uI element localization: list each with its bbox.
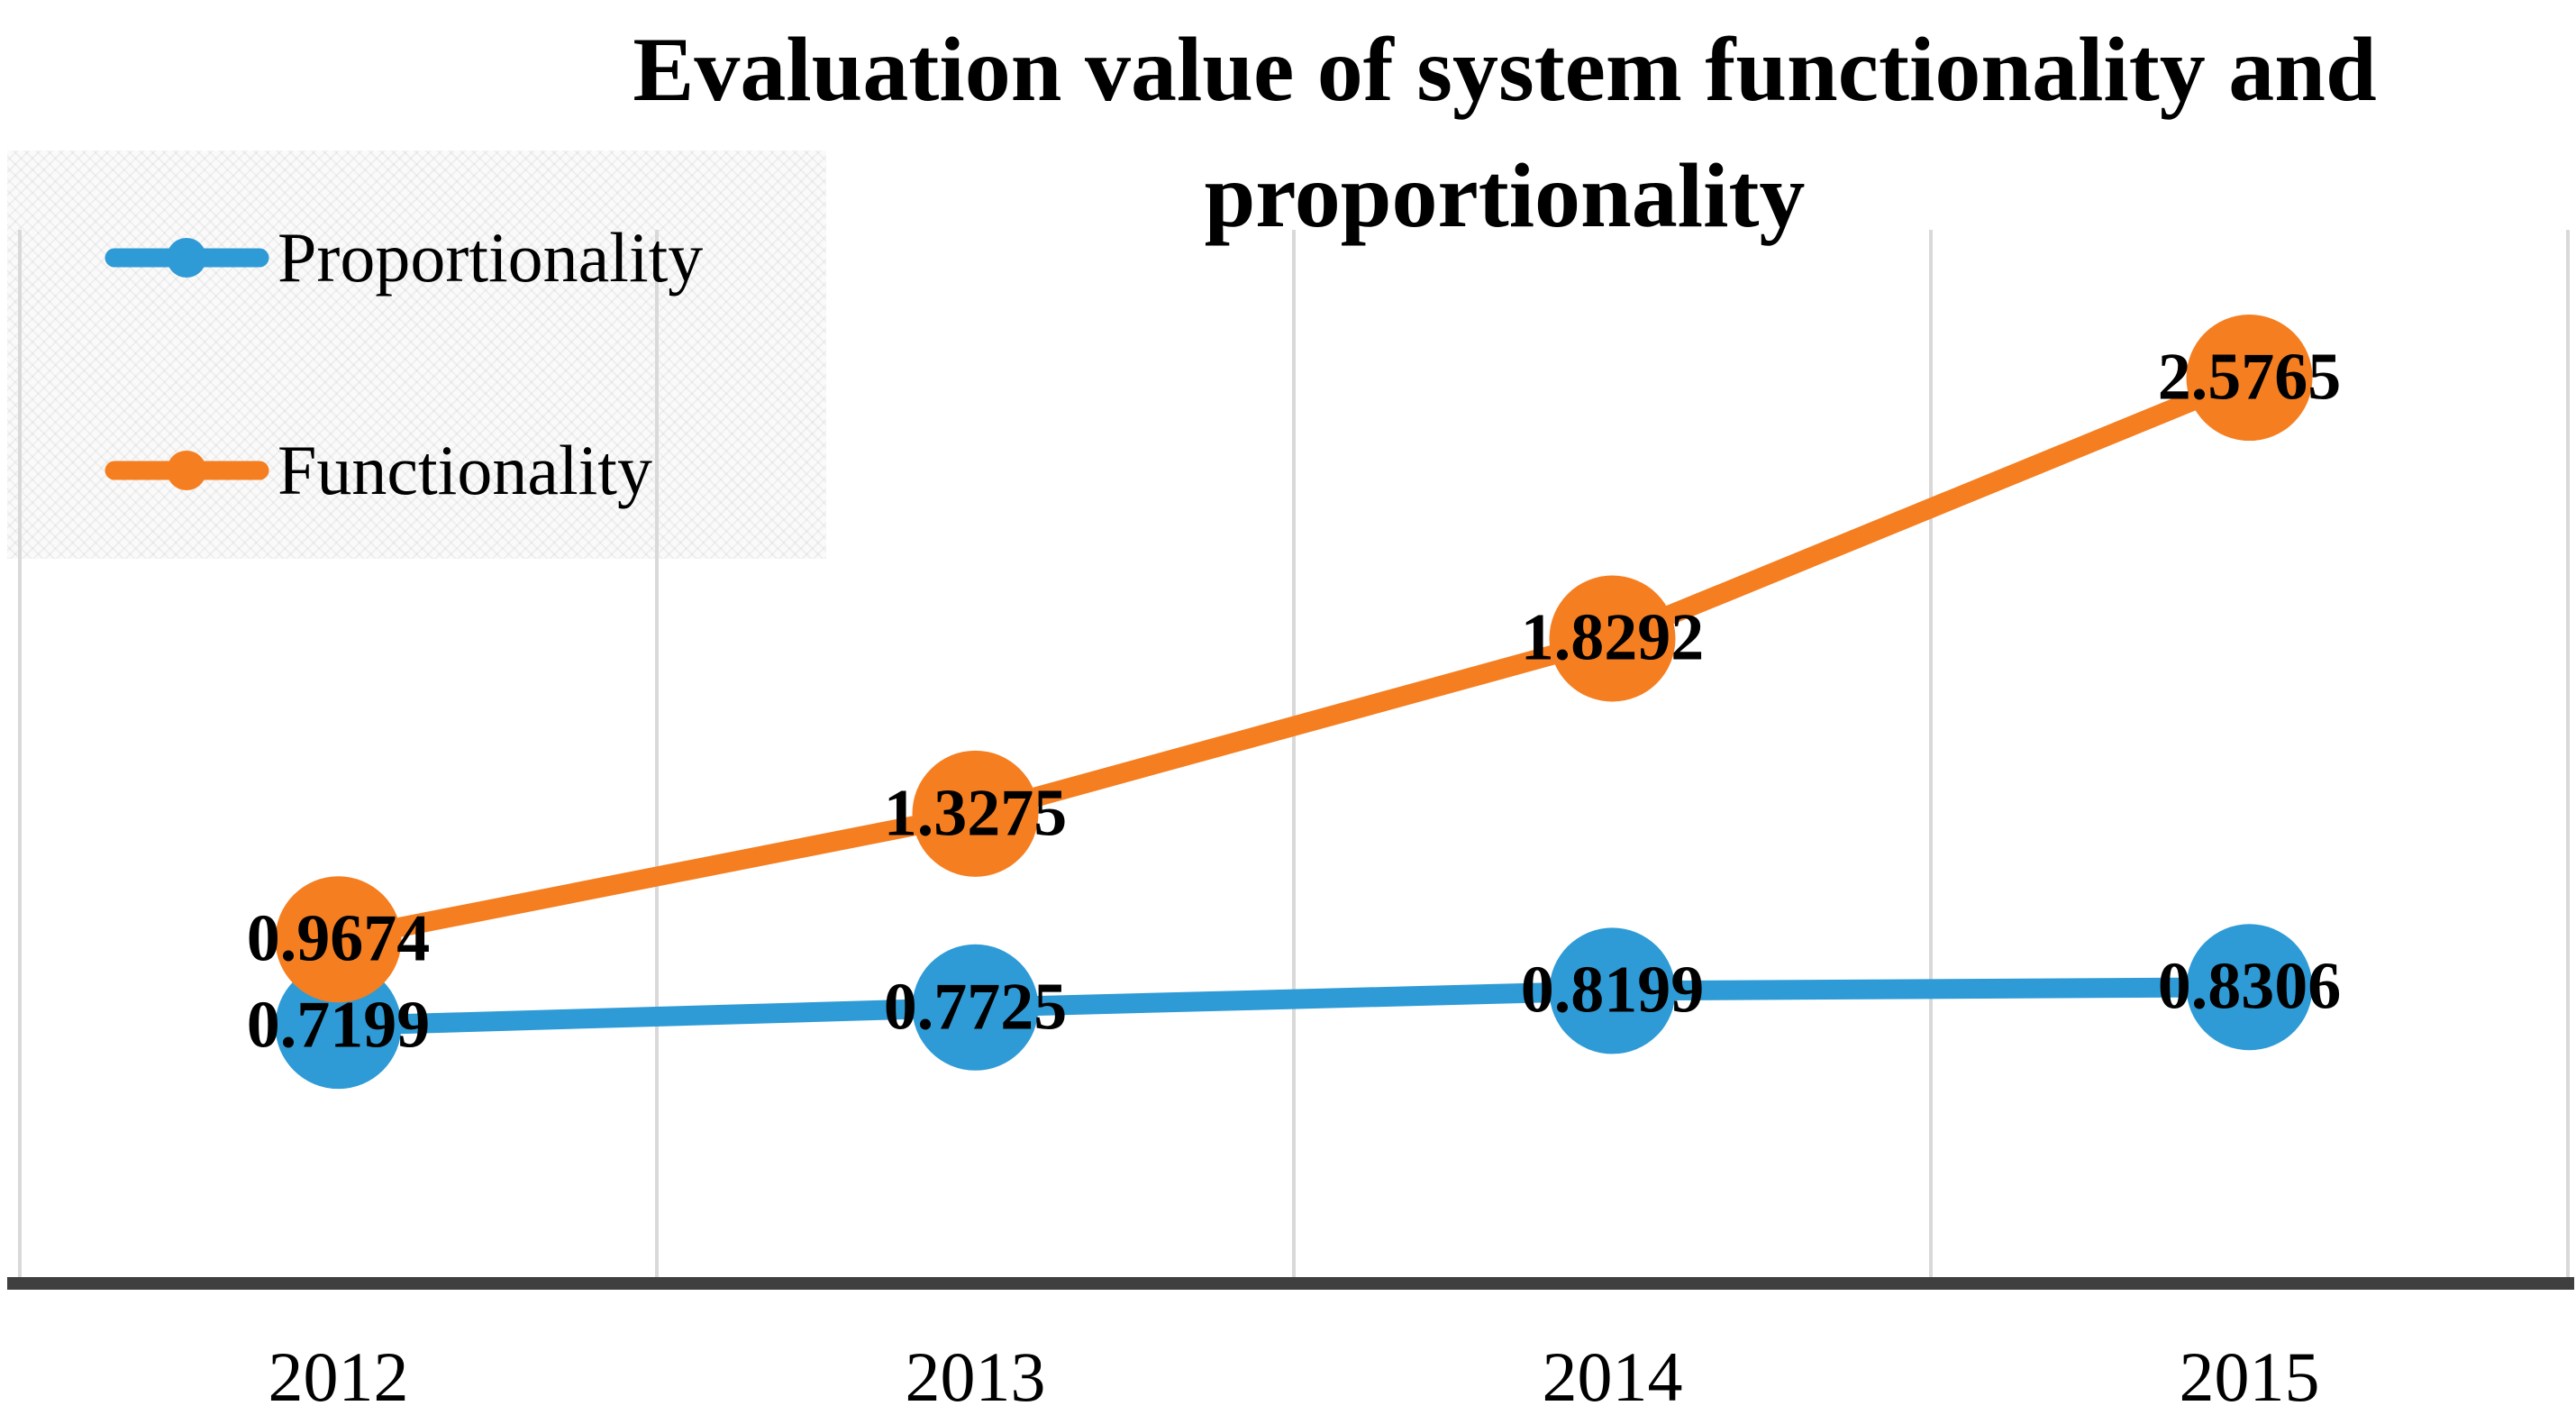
- chart-title-line-1: Evaluation value of system functionality…: [633, 19, 2377, 121]
- series-line-proportionality: [328, 977, 2260, 1036]
- legend-item-proportionality: Proportionality: [104, 217, 703, 298]
- data-point-functionality-2012: [275, 876, 402, 1003]
- line-marker-icon: [105, 451, 269, 490]
- legend-item-functionality: Functionality: [104, 430, 652, 511]
- data-point-functionality-2013: [912, 750, 1039, 877]
- legend-label-proportionality: Proportionality: [278, 218, 704, 297]
- x-axis-line: [7, 1277, 2574, 1290]
- data-point-functionality-2014: [1549, 575, 1676, 702]
- chart-title-line-2: proportionality: [1204, 145, 1806, 247]
- legend-dot: [167, 451, 206, 490]
- data-point-proportionality-2014: [1549, 927, 1676, 1054]
- legend: Proportionality Functionality: [7, 151, 826, 559]
- line-marker-icon: [105, 238, 269, 278]
- chart-title: Evaluation value of system functionality…: [633, 7, 2376, 260]
- data-point-proportionality-2015: [2186, 924, 2313, 1051]
- series-line-functionality: [328, 368, 2260, 950]
- data-point-proportionality-2012: [275, 963, 402, 1090]
- data-point-proportionality-2013: [912, 944, 1039, 1071]
- legend-label-functionality: Functionality: [278, 431, 652, 509]
- legend-dot: [167, 238, 206, 278]
- data-point-functionality-2015: [2186, 315, 2313, 442]
- legend-background: [7, 151, 826, 559]
